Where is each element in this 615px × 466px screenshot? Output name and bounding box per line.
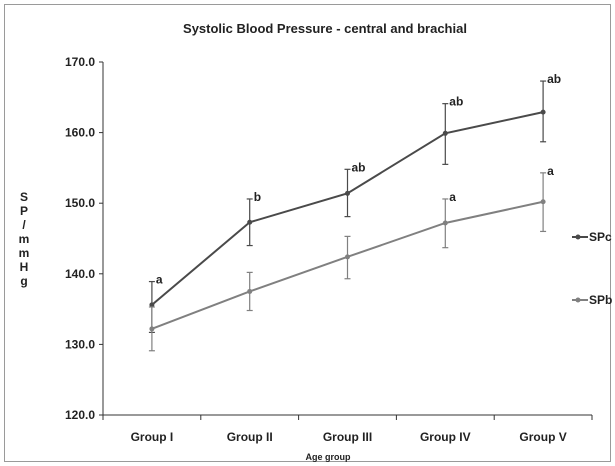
data-point — [345, 190, 350, 196]
data-point — [345, 254, 350, 260]
y-axis-label-glyph: H — [20, 260, 29, 274]
axes — [102, 62, 592, 416]
x-category-label: Group IV — [420, 430, 471, 444]
legend-marker — [575, 297, 581, 303]
data-label: a — [547, 164, 554, 178]
data-point — [442, 220, 448, 226]
y-tick-label: 170.0 — [65, 55, 95, 69]
legend-label: SPc — [589, 230, 612, 244]
legend: SPc SPb — [572, 230, 612, 307]
y-tick-label: 150.0 — [65, 196, 95, 210]
x-category-labels: Group I Group II Group III Group IV Group V — [102, 415, 593, 444]
y-tick-labels: 120.0 130.0 140.0 150.0 160.0 170.0 — [65, 55, 103, 422]
data-point — [540, 199, 546, 205]
data-label: a — [449, 190, 456, 204]
y-tick-label: 140.0 — [65, 267, 95, 281]
data-label: ab — [449, 95, 463, 109]
y-tick-label: 120.0 — [65, 408, 95, 422]
y-axis-label-glyph: / — [22, 218, 26, 232]
data-label: a — [156, 273, 163, 287]
series-spb: aa — [148, 164, 554, 352]
y-tick-label: 160.0 — [65, 126, 95, 140]
data-point — [442, 130, 448, 136]
y-axis-label-glyph: g — [20, 274, 27, 288]
data-point — [247, 219, 253, 225]
data-label: b — [254, 190, 261, 204]
x-category-label: Group I — [131, 430, 174, 444]
chart-title: Systolic Blood Pressure - central and br… — [183, 21, 467, 36]
data-point — [149, 326, 155, 332]
x-category-label: Group II — [227, 430, 273, 444]
y-axis-label-glyph: m — [19, 232, 30, 246]
chart-frame — [4, 4, 611, 462]
data-label: ab — [547, 72, 561, 86]
y-axis-label-glyph: m — [19, 246, 30, 260]
y-axis-label-glyph: S — [20, 190, 28, 204]
data-label: ab — [352, 160, 366, 174]
data-point — [149, 302, 155, 308]
data-point — [247, 288, 253, 294]
y-tick-label: 130.0 — [65, 337, 95, 351]
data-point — [540, 109, 546, 115]
legend-marker — [575, 234, 581, 240]
x-category-label: Group III — [323, 430, 372, 444]
x-category-label: Group V — [519, 430, 566, 444]
x-axis-label: Age group — [306, 452, 351, 462]
y-axis-label-glyph: P — [20, 204, 28, 218]
legend-label: SPb — [589, 293, 612, 307]
